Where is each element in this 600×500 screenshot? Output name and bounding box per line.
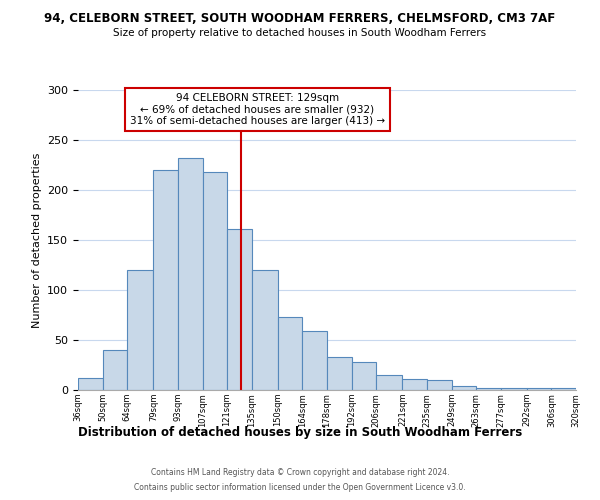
Text: 94 CELEBORN STREET: 129sqm
← 69% of detached houses are smaller (932)
31% of sem: 94 CELEBORN STREET: 129sqm ← 69% of deta… (130, 93, 385, 126)
Bar (527, 388, 551, 390)
Text: 94, CELEBORN STREET, SOUTH WOODHAM FERRERS, CHELMSFORD, CM3 7AF: 94, CELEBORN STREET, SOUTH WOODHAM FERRE… (44, 12, 556, 26)
Bar (476, 388, 500, 390)
Bar (376, 375, 403, 390)
Bar (203, 172, 227, 390)
Bar (551, 388, 576, 390)
Bar (251, 270, 278, 390)
Bar (178, 158, 203, 390)
Bar (227, 229, 251, 390)
Bar (327, 357, 352, 390)
Bar (278, 317, 302, 390)
Bar (427, 380, 452, 390)
Bar (500, 388, 527, 390)
Text: Contains public sector information licensed under the Open Government Licence v3: Contains public sector information licen… (134, 483, 466, 492)
Bar (78, 378, 103, 390)
Bar (127, 270, 154, 390)
Bar (403, 379, 427, 390)
Bar (302, 331, 327, 390)
Bar (154, 170, 178, 390)
Y-axis label: Number of detached properties: Number of detached properties (32, 152, 41, 328)
Bar (103, 350, 127, 390)
Text: Size of property relative to detached houses in South Woodham Ferrers: Size of property relative to detached ho… (113, 28, 487, 38)
Bar (452, 386, 476, 390)
Text: Contains HM Land Registry data © Crown copyright and database right 2024.: Contains HM Land Registry data © Crown c… (151, 468, 449, 477)
Text: Distribution of detached houses by size in South Woodham Ferrers: Distribution of detached houses by size … (78, 426, 522, 439)
Bar (352, 362, 376, 390)
